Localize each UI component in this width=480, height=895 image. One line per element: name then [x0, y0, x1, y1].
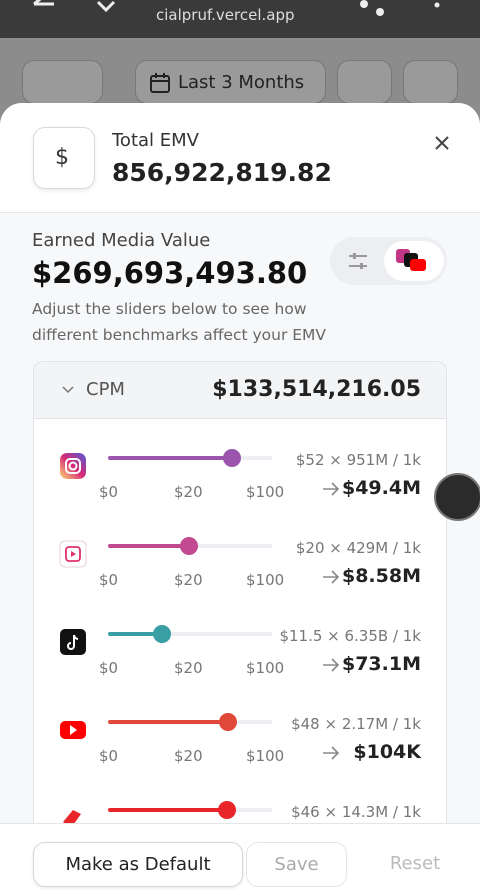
- cpm-card: CPM $133,514,216.05 $0 $20 $100 $52 × 951M …: [33, 361, 447, 894]
- description: Adjust the sliders below to see how diff…: [32, 300, 327, 344]
- slider: [108, 448, 274, 468]
- slider-tick-label: $0: [99, 659, 119, 677]
- url: cialpruf.vercel.app: [156, 6, 295, 24]
- slider-tick-label: $0: [99, 571, 119, 589]
- slider-tick-label: $100: [246, 747, 285, 765]
- slider: [108, 536, 274, 556]
- formula: $20 × 429M / 1k: [295, 539, 421, 557]
- slider: [108, 712, 274, 732]
- modal-header: $ Total EMV 856,922,819.82: [0, 103, 480, 213]
- slider-tick-label: $100: [246, 659, 285, 677]
- result: $49.4M: [341, 477, 421, 499]
- slider-tick-label: $20: [174, 483, 203, 501]
- emv-label: Earned Media Value: [32, 230, 211, 251]
- view-toggle[interactable]: [330, 237, 447, 285]
- date-range-button[interactable]: Last 3 Months: [135, 60, 326, 104]
- arrow: [321, 569, 341, 585]
- platforms-icon: [396, 249, 426, 271]
- floating-button[interactable]: [434, 473, 480, 521]
- currency-box: $: [33, 127, 95, 189]
- platform-icon: [59, 628, 87, 656]
- slider-tick-label: $20: [174, 747, 203, 765]
- calendar-icon: [150, 73, 170, 93]
- result: $8.58M: [341, 565, 421, 587]
- formula: $46 × 14.3M / 1k: [291, 803, 421, 821]
- cpm-header: CPM $133,514,216.05: [34, 362, 446, 419]
- total-label: Total EMV: [112, 130, 199, 151]
- platform-icon: [59, 716, 87, 744]
- share-button[interactable]: [403, 60, 458, 104]
- save-button[interactable]: Save: [246, 842, 347, 887]
- chevron[interactable]: [62, 386, 74, 394]
- date-range: Last 3 Months: [178, 72, 305, 93]
- formula: $11.5 × 6.35B / 1k: [279, 627, 421, 645]
- formula: $52 × 951M / 1k: [295, 451, 421, 469]
- button-label: Save: [274, 854, 319, 875]
- section-title: CPM: [86, 379, 125, 400]
- view-button[interactable]: [337, 60, 392, 104]
- platform-icon: [59, 452, 87, 480]
- sliders-icon: [349, 253, 367, 269]
- reset-button[interactable]: Reset: [362, 842, 468, 887]
- slider: [108, 800, 274, 820]
- arrow: [321, 481, 341, 497]
- emv-value: $269,693,493.80: [32, 256, 308, 290]
- result: $104K: [353, 741, 421, 763]
- platform-icon: [59, 540, 87, 568]
- total-value: 856,922,819.82: [112, 158, 332, 187]
- default-button[interactable]: Make as Default: [33, 842, 243, 887]
- button-label: Reset: [389, 853, 441, 874]
- browser-icons: [33, 0, 440, 16]
- slider-tick-label: $100: [246, 483, 285, 501]
- arrow: [321, 657, 341, 673]
- arrow: [321, 745, 341, 761]
- close-button[interactable]: [434, 135, 450, 151]
- slider-tick-label: $0: [99, 483, 119, 501]
- footer: Make as Default Save Reset: [0, 823, 480, 895]
- button-label: Make as Default: [65, 854, 211, 875]
- slider-tick-label: $20: [174, 571, 203, 589]
- modal: $ Total EMV 856,922,819.82 Earned Media …: [0, 103, 480, 894]
- section-value: $133,514,216.05: [212, 377, 421, 402]
- slider: [108, 624, 274, 644]
- result: $73.1M: [341, 653, 421, 675]
- formula: $48 × 2.17M / 1k: [291, 715, 421, 733]
- slider-tick-label: $100: [246, 571, 285, 589]
- filter-button[interactable]: [22, 60, 103, 104]
- slider-tick-label: $20: [174, 659, 203, 677]
- currency-icon: $: [55, 145, 69, 170]
- slider-tick-label: $0: [99, 747, 119, 765]
- browser-bar: cialpruf.vercel.app: [0, 0, 480, 38]
